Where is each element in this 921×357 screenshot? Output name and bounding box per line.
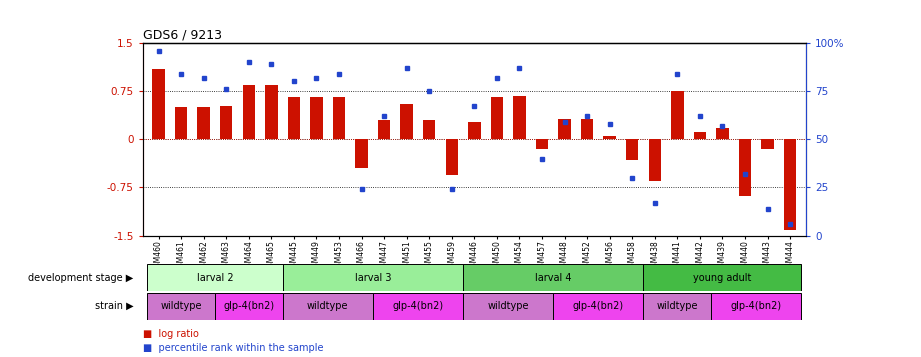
Bar xyxy=(283,293,373,320)
Bar xyxy=(423,120,436,139)
Text: ■  percentile rank within the sample: ■ percentile rank within the sample xyxy=(143,343,323,353)
Text: ■  log ratio: ■ log ratio xyxy=(143,329,199,339)
Text: wildtype: wildtype xyxy=(487,301,529,311)
Text: wildtype: wildtype xyxy=(160,301,202,311)
Text: development stage ▶: development stage ▶ xyxy=(29,272,134,283)
Bar xyxy=(287,97,300,139)
Bar xyxy=(310,97,322,139)
Bar xyxy=(220,106,232,139)
Text: larval 2: larval 2 xyxy=(196,272,233,283)
Bar xyxy=(378,120,391,139)
Bar xyxy=(784,139,797,231)
Bar xyxy=(463,293,554,320)
Bar xyxy=(373,293,463,320)
Bar xyxy=(147,264,283,291)
Text: wildtype: wildtype xyxy=(307,301,348,311)
Bar xyxy=(401,104,413,139)
Bar xyxy=(332,97,345,139)
Text: glp-4(bn2): glp-4(bn2) xyxy=(730,301,782,311)
Text: GDS6 / 9213: GDS6 / 9213 xyxy=(143,29,222,42)
Bar xyxy=(283,264,463,291)
Text: glp-4(bn2): glp-4(bn2) xyxy=(223,301,274,311)
Bar xyxy=(581,119,593,139)
Bar xyxy=(671,91,683,139)
Text: larval 3: larval 3 xyxy=(355,272,391,283)
Text: glp-4(bn2): glp-4(bn2) xyxy=(573,301,624,311)
Bar xyxy=(265,85,277,139)
Text: glp-4(bn2): glp-4(bn2) xyxy=(392,301,444,311)
Bar xyxy=(603,136,616,139)
Bar xyxy=(468,122,481,139)
Bar xyxy=(711,293,801,320)
Text: wildtype: wildtype xyxy=(657,301,698,311)
Bar xyxy=(147,293,215,320)
Bar xyxy=(717,128,729,139)
Text: larval 4: larval 4 xyxy=(535,272,572,283)
Bar xyxy=(446,139,458,175)
Bar xyxy=(536,139,548,149)
Bar xyxy=(242,85,255,139)
Bar xyxy=(626,139,638,160)
Bar xyxy=(152,69,165,139)
Bar xyxy=(648,139,661,181)
Bar xyxy=(197,107,210,139)
Bar xyxy=(694,131,706,139)
Bar xyxy=(491,97,503,139)
Bar xyxy=(215,293,283,320)
Bar xyxy=(762,139,774,149)
Bar xyxy=(558,119,571,139)
Bar xyxy=(513,96,526,139)
Text: young adult: young adult xyxy=(694,272,752,283)
Bar xyxy=(554,293,644,320)
Bar xyxy=(644,293,711,320)
Bar xyxy=(739,139,752,196)
Bar xyxy=(175,107,187,139)
Text: strain ▶: strain ▶ xyxy=(95,301,134,311)
Bar xyxy=(356,139,367,168)
Bar xyxy=(463,264,644,291)
Bar xyxy=(644,264,801,291)
